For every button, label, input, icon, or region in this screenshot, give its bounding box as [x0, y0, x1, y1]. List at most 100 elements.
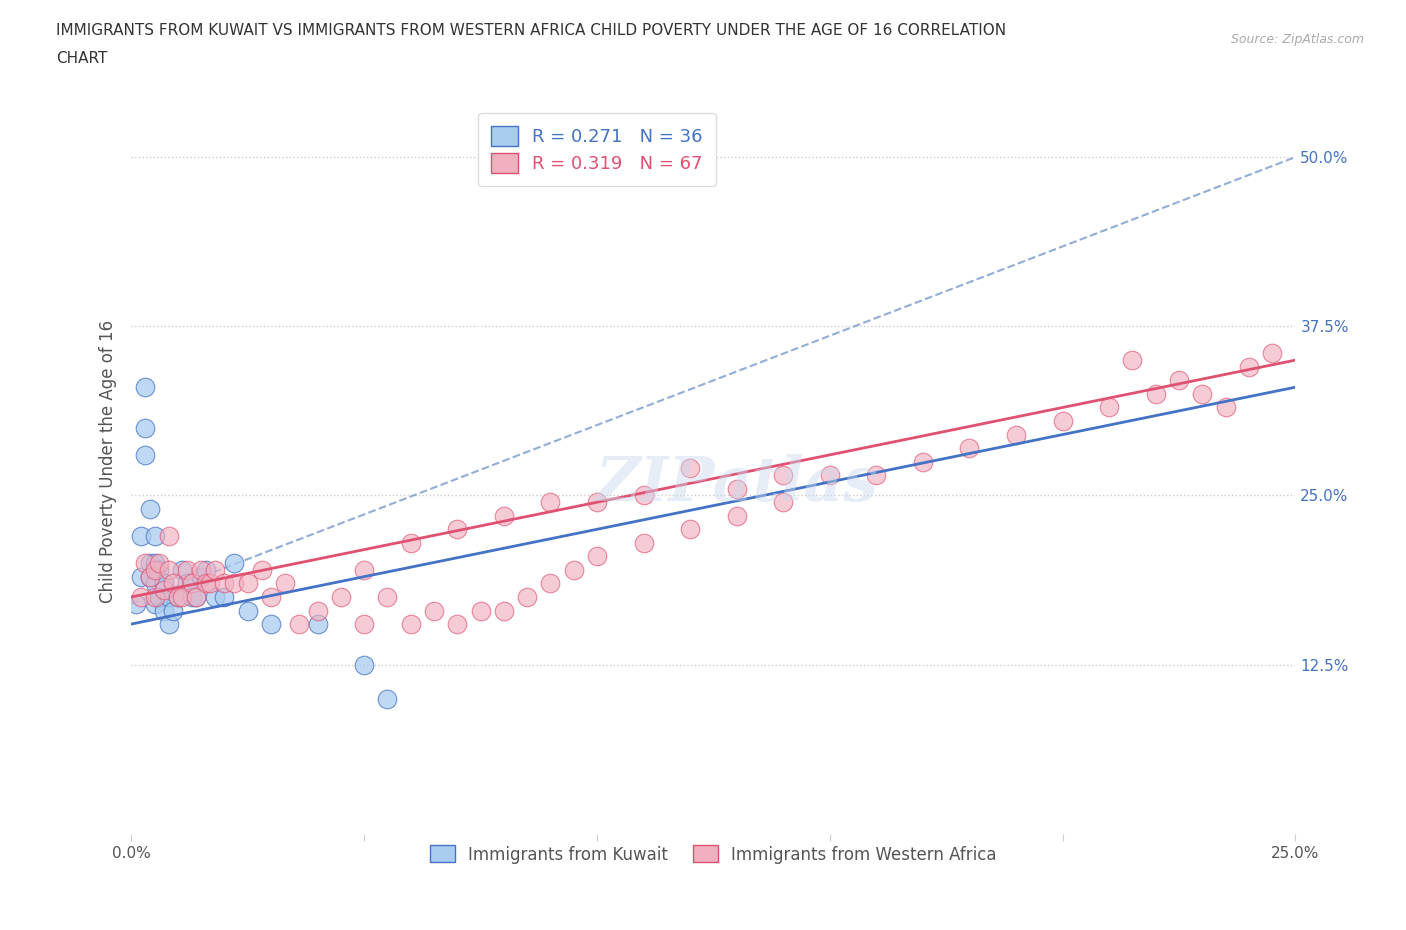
Point — [911, 454, 934, 469]
Point — [538, 495, 561, 510]
Point — [1237, 359, 1260, 374]
Point — [307, 617, 329, 631]
Point — [865, 468, 887, 483]
Point — [194, 576, 217, 591]
Point — [190, 569, 212, 584]
Point — [134, 420, 156, 435]
Point — [222, 556, 245, 571]
Point — [1121, 352, 1143, 367]
Point — [153, 603, 176, 618]
Point — [260, 617, 283, 631]
Point — [586, 549, 609, 564]
Point — [148, 590, 170, 604]
Point — [446, 617, 468, 631]
Point — [134, 447, 156, 462]
Point — [143, 590, 166, 604]
Point — [143, 563, 166, 578]
Point — [162, 576, 184, 591]
Point — [959, 441, 981, 456]
Point — [180, 590, 202, 604]
Y-axis label: Child Poverty Under the Age of 16: Child Poverty Under the Age of 16 — [100, 320, 117, 604]
Point — [1261, 346, 1284, 361]
Point — [1168, 373, 1191, 388]
Point — [307, 603, 329, 618]
Point — [1191, 387, 1213, 402]
Point — [157, 528, 180, 543]
Point — [172, 563, 194, 578]
Point — [492, 509, 515, 524]
Point — [153, 583, 176, 598]
Point — [586, 495, 609, 510]
Point — [139, 569, 162, 584]
Point — [186, 590, 208, 604]
Point — [134, 379, 156, 394]
Point — [166, 590, 188, 604]
Point — [172, 590, 194, 604]
Point — [250, 563, 273, 578]
Point — [516, 590, 538, 604]
Point — [492, 603, 515, 618]
Point — [148, 556, 170, 571]
Point — [176, 576, 198, 591]
Point — [1052, 414, 1074, 429]
Point — [222, 576, 245, 591]
Point — [1098, 400, 1121, 415]
Point — [1215, 400, 1237, 415]
Point — [1144, 387, 1167, 402]
Point — [274, 576, 297, 591]
Point — [329, 590, 352, 604]
Point — [129, 569, 152, 584]
Point — [166, 590, 188, 604]
Point — [157, 617, 180, 631]
Point — [162, 603, 184, 618]
Point — [633, 488, 655, 503]
Point — [353, 658, 375, 672]
Point — [399, 536, 422, 551]
Point — [377, 590, 399, 604]
Legend: Immigrants from Kuwait, Immigrants from Western Africa: Immigrants from Kuwait, Immigrants from … — [423, 839, 1004, 870]
Point — [148, 563, 170, 578]
Point — [679, 522, 702, 537]
Point — [129, 590, 152, 604]
Point — [143, 596, 166, 611]
Point — [186, 590, 208, 604]
Point — [377, 691, 399, 706]
Point — [139, 501, 162, 516]
Point — [157, 563, 180, 578]
Point — [288, 617, 311, 631]
Point — [143, 576, 166, 591]
Text: IMMIGRANTS FROM KUWAIT VS IMMIGRANTS FROM WESTERN AFRICA CHILD POVERTY UNDER THE: IMMIGRANTS FROM KUWAIT VS IMMIGRANTS FRO… — [56, 23, 1007, 38]
Point — [446, 522, 468, 537]
Point — [633, 536, 655, 551]
Point — [772, 495, 794, 510]
Point — [562, 563, 585, 578]
Text: Source: ZipAtlas.com: Source: ZipAtlas.com — [1230, 33, 1364, 46]
Point — [143, 556, 166, 571]
Point — [353, 563, 375, 578]
Point — [214, 576, 236, 591]
Point — [399, 617, 422, 631]
Point — [157, 590, 180, 604]
Point — [353, 617, 375, 631]
Point — [180, 576, 202, 591]
Point — [139, 556, 162, 571]
Point — [236, 576, 259, 591]
Point — [125, 596, 148, 611]
Point — [129, 528, 152, 543]
Point — [214, 590, 236, 604]
Point — [204, 590, 226, 604]
Point — [818, 468, 841, 483]
Text: CHART: CHART — [56, 51, 108, 66]
Point — [260, 590, 283, 604]
Point — [236, 603, 259, 618]
Point — [1005, 427, 1028, 442]
Point — [423, 603, 446, 618]
Point — [200, 576, 222, 591]
Point — [725, 481, 748, 496]
Point — [194, 563, 217, 578]
Point — [470, 603, 492, 618]
Point — [139, 569, 162, 584]
Point — [725, 509, 748, 524]
Point — [204, 563, 226, 578]
Point — [143, 528, 166, 543]
